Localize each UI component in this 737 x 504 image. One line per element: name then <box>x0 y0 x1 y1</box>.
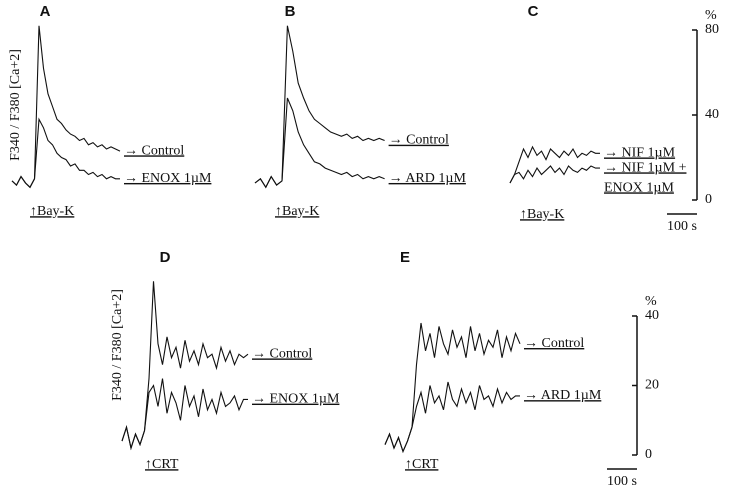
y-axis-label: F340 / F380 [Ca+2] <box>110 289 125 401</box>
stimulus-label: ↑CRT <box>145 457 179 472</box>
series-label: → Control <box>252 346 312 361</box>
y-tick-label: 0 <box>705 192 712 207</box>
stimulus-label: ↑Bay-K <box>275 204 319 219</box>
series-label: → Control <box>524 336 584 351</box>
panel-label: B <box>285 3 296 20</box>
trace <box>121 281 249 451</box>
series-label: → ARD 1µM <box>389 171 467 186</box>
panel-label: E <box>400 249 410 266</box>
trace <box>384 322 521 454</box>
trace <box>254 97 385 189</box>
y-axis-label: F340 / F380 [Ca+2] <box>8 49 23 161</box>
unit-label: % <box>645 294 657 309</box>
trace <box>121 378 248 451</box>
scale-bar-label: 100 s <box>607 474 637 489</box>
series-label: → ARD 1µM <box>524 388 602 403</box>
series-label: → NIF 1µM + <box>604 160 687 175</box>
y-tick-label: 80 <box>705 22 719 37</box>
series-label: ENOX 1µM <box>604 180 674 195</box>
trace <box>254 25 385 189</box>
trace <box>11 117 120 189</box>
series-label: → Control <box>389 133 449 148</box>
scale-bar-label: 100 s <box>667 219 697 234</box>
y-tick-label: 40 <box>645 308 659 323</box>
panel-label: D <box>160 249 171 266</box>
trace <box>509 145 600 184</box>
series-label: → Control <box>124 143 184 158</box>
stimulus-label: ↑Bay-K <box>520 207 564 222</box>
series-label: → NIF 1µM <box>604 145 676 160</box>
y-tick-label: 0 <box>645 447 652 462</box>
trace <box>11 25 121 189</box>
series-label: → ENOX 1µM <box>124 171 212 186</box>
panel-label: C <box>528 3 539 20</box>
trace <box>384 381 520 454</box>
stimulus-label: ↑Bay-K <box>30 204 74 219</box>
y-tick-label: 40 <box>705 107 719 122</box>
y-tick-label: 20 <box>645 378 659 393</box>
unit-label: % <box>705 8 717 23</box>
stimulus-label: ↑CRT <box>405 457 439 472</box>
trace <box>509 165 600 184</box>
panel-label: A <box>40 3 51 20</box>
series-label: → ENOX 1µM <box>252 392 340 407</box>
